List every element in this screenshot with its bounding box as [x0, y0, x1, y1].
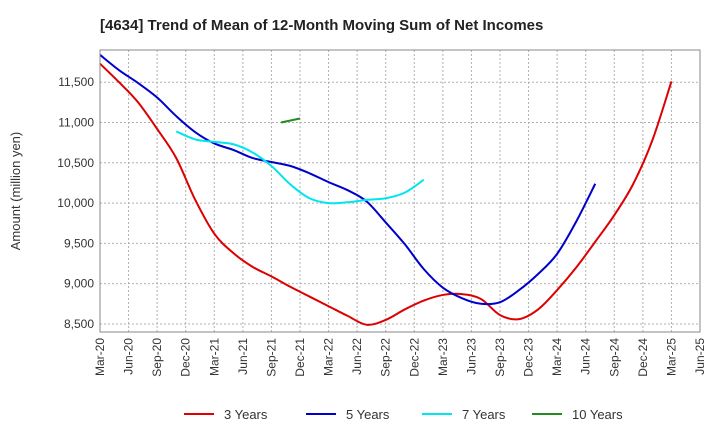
series-line-5-years: [99, 54, 597, 306]
x-tick-label: Sep-22: [379, 338, 393, 377]
y-tick-label: 10,000: [57, 196, 94, 210]
plot-frame: [99, 49, 701, 333]
x-tick-label: Mar-24: [550, 338, 564, 376]
x-tick-label: Jun-22: [350, 338, 364, 375]
chart-title: [4634] Trend of Mean of 12-Month Moving …: [100, 17, 543, 34]
x-tick-label: Sep-24: [607, 338, 621, 377]
x-tick-label: Mar-20: [93, 338, 107, 376]
y-tick-label: 11,500: [58, 75, 94, 89]
legend: 3 Years 5 Years 7 Years 10 Years: [184, 407, 623, 422]
y-axis-label: Amount (million yen): [8, 132, 23, 251]
x-tick-label: Dec-24: [636, 338, 650, 377]
x-tick-label: Mar-25: [664, 338, 678, 376]
x-tick-label: Dec-23: [522, 338, 536, 377]
y-tick-label: 11,000: [58, 116, 94, 130]
series-layer: [99, 54, 673, 326]
legend-label: 3 Years: [224, 407, 268, 422]
y-tick-label: 9,000: [64, 277, 94, 291]
grid: [99, 50, 701, 332]
x-tick-label: Sep-20: [150, 338, 164, 377]
series-line-3-years: [99, 62, 673, 326]
x-tick-label: Jun-23: [464, 338, 478, 375]
x-tick-label: Sep-21: [264, 338, 278, 377]
legend-label: 7 Years: [462, 407, 506, 422]
x-tick-label: Dec-22: [407, 338, 421, 377]
x-tick-label: Jun-25: [693, 338, 707, 375]
legend-label: 5 Years: [346, 407, 390, 422]
x-tick-label: Jun-24: [579, 338, 593, 375]
x-tick-labels: Mar-20 Jun-20 Sep-20 Dec-20 Mar-21 Jun-21 Sep-…: [93, 338, 707, 377]
x-tick-label: Dec-21: [293, 338, 307, 377]
y-tick-labels: 8,500 9,000 9,500 10,000 10,500 11,000 11,500: [57, 75, 94, 331]
y-tick-label: 8,500: [64, 317, 94, 331]
y-tick-label: 9,500: [64, 236, 94, 250]
x-tick-label: Jun-20: [122, 338, 136, 375]
y-tick-label: 10,500: [57, 156, 94, 170]
x-tick-label: Sep-23: [493, 338, 507, 377]
series-line-7-years: [175, 130, 425, 205]
series-line-10-years: [280, 117, 301, 124]
x-tick-label: Mar-23: [436, 338, 450, 376]
x-tick-label: Dec-20: [179, 338, 193, 377]
x-tick-label: Mar-21: [207, 338, 221, 376]
x-tick-label: Jun-21: [236, 338, 250, 375]
x-tick-label: Mar-22: [322, 338, 336, 376]
legend-label: 10 Years: [572, 407, 623, 422]
